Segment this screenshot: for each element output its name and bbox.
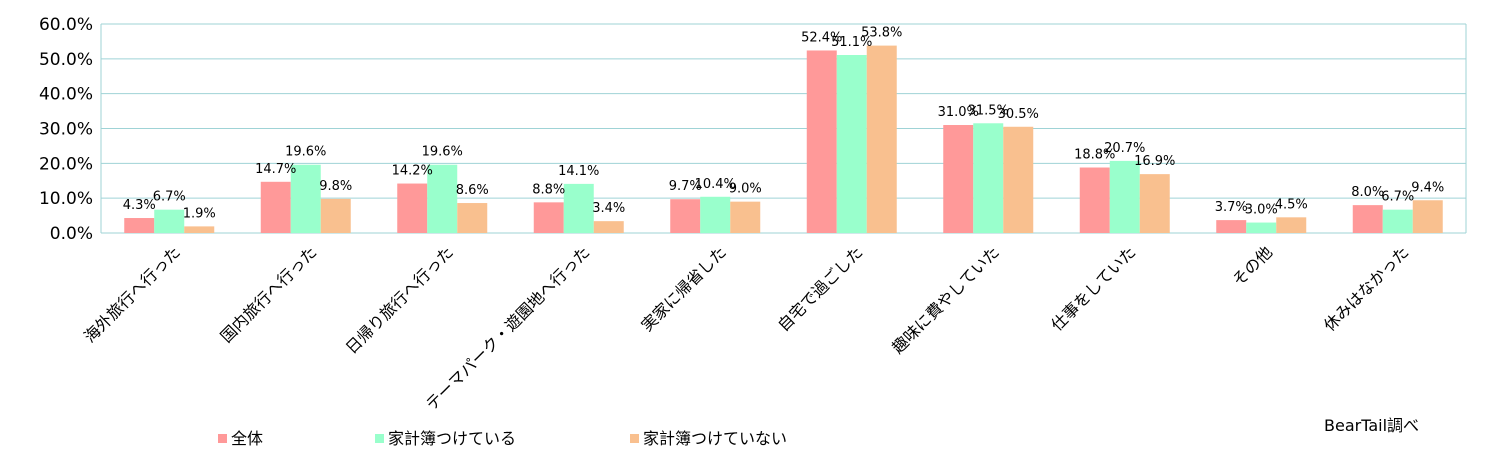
data-label: 51.1% <box>831 35 872 50</box>
data-label: 3.0% <box>1245 203 1278 218</box>
bar <box>1216 220 1247 233</box>
source-note: BearTail調べ <box>1324 416 1419 435</box>
data-label: 6.7% <box>153 190 186 205</box>
data-label: 18.8% <box>1074 148 1115 163</box>
data-label: 52.4% <box>801 30 842 45</box>
data-label: 8.0% <box>1351 185 1384 200</box>
x-tick-label: 趣味に費やしていた <box>888 242 1003 357</box>
bar <box>593 221 624 233</box>
x-axis: 海外旅行へ行った 国内旅行へ行った 日帰り旅行へ行ったテーマパーク・遊園地へ行った実… <box>80 242 1412 414</box>
data-label: 9.4% <box>1411 180 1444 195</box>
legend-swatch <box>218 434 227 443</box>
x-tick-label: 自宅で過ごした <box>774 242 867 335</box>
data-label: 4.3% <box>123 198 156 213</box>
bars <box>124 45 1443 234</box>
grid-lines <box>100 23 1467 234</box>
bar <box>184 226 215 233</box>
bar <box>670 199 701 233</box>
data-label: 19.6% <box>422 145 463 160</box>
bar <box>866 45 897 234</box>
bar <box>1352 205 1383 233</box>
data-label: 3.7% <box>1215 200 1248 215</box>
x-tick-label: 国内旅行へ行った <box>217 242 321 346</box>
bar <box>700 196 731 233</box>
x-tick-label: 実家に帰省した <box>637 242 730 335</box>
data-label: 4.5% <box>1275 197 1308 212</box>
data-labels: 4.3%6.7%1.9%14.7%19.6%9.8%14.2%19.6%8.6%… <box>123 26 1445 222</box>
y-tick-label: 50.0% <box>39 50 93 70</box>
bar <box>730 201 761 233</box>
bar <box>154 209 185 233</box>
data-label: 10.4% <box>695 177 736 192</box>
legend: 全体 家計簿つけている 家計簿つけていない <box>218 429 787 448</box>
data-label: 31.0% <box>938 105 979 120</box>
data-label: 16.9% <box>1134 154 1175 169</box>
bar <box>397 183 428 233</box>
data-label: 14.7% <box>255 162 296 177</box>
y-tick-label: 10.0% <box>39 189 93 209</box>
y-tick-label: 30.0% <box>39 120 93 140</box>
y-tick-label: 0.0% <box>50 224 93 244</box>
data-label: 14.1% <box>558 164 599 179</box>
bar <box>124 218 155 233</box>
data-label: 1.9% <box>183 206 216 221</box>
bar <box>260 181 291 233</box>
data-label: 3.4% <box>592 201 625 216</box>
bar <box>1382 209 1413 233</box>
data-label: 9.0% <box>729 182 762 197</box>
data-label: 6.7% <box>1381 190 1414 205</box>
data-label: 53.8% <box>861 26 902 41</box>
legend-swatch <box>375 434 384 443</box>
bar <box>1003 126 1034 233</box>
x-tick-label: テーマパーク・遊園地へ行った <box>422 242 594 414</box>
bar <box>1139 174 1170 233</box>
bar <box>1109 160 1140 233</box>
bar <box>1079 167 1110 233</box>
legend-label: 家計簿つけていない <box>643 429 787 448</box>
bar <box>563 183 594 233</box>
data-label: 19.6% <box>285 145 326 160</box>
bar <box>973 123 1004 233</box>
data-label: 8.6% <box>456 183 489 198</box>
legend-label: 全体 <box>231 429 263 448</box>
bar <box>457 203 488 233</box>
data-label: 9.8% <box>319 179 352 194</box>
data-label: 30.5% <box>998 107 1039 122</box>
y-tick-label: 20.0% <box>39 154 93 174</box>
y-tick-label: 60.0% <box>39 15 93 35</box>
legend-label: 家計簿つけている <box>388 429 516 448</box>
bar <box>1276 217 1307 233</box>
bar <box>943 125 974 233</box>
bar <box>836 55 867 234</box>
bar <box>1246 222 1277 233</box>
bar <box>427 164 458 233</box>
bar <box>320 198 351 233</box>
bar <box>1412 200 1443 233</box>
y-axis: 0.0% 10.0% 20.0% 30.0% 40.0% 50.0% 60.0% <box>39 15 93 244</box>
data-label: 8.8% <box>532 182 565 197</box>
x-tick-label: 休みはなかった <box>1320 242 1413 335</box>
data-label: 14.2% <box>392 164 433 179</box>
y-tick-label: 40.0% <box>39 85 93 105</box>
legend-swatch <box>630 434 639 443</box>
data-label: 31.5% <box>968 103 1009 118</box>
bar <box>290 164 321 233</box>
x-tick-label: 仕事をしていた <box>1047 242 1139 334</box>
x-tick-label: 海外旅行へ行った <box>80 242 184 346</box>
bar <box>806 50 837 234</box>
data-label: 9.7% <box>669 179 702 194</box>
x-tick-label: その他 <box>1229 242 1276 289</box>
x-tick-label: 日帰り旅行へ行った <box>342 242 457 357</box>
bar <box>533 202 564 233</box>
data-label: 20.7% <box>1104 141 1145 156</box>
